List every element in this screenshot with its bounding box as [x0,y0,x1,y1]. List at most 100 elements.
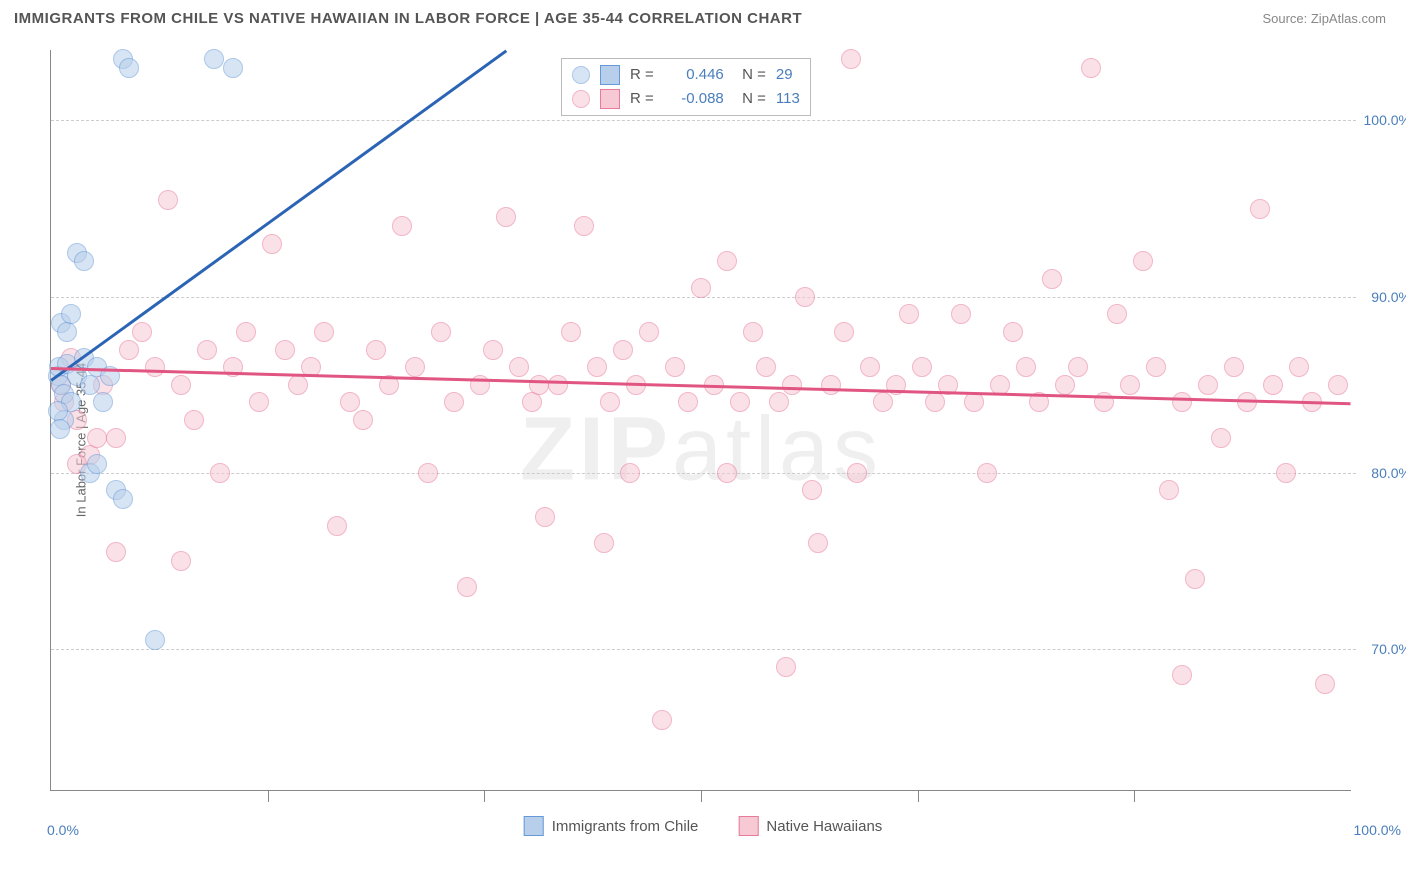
legend-marker-icon [572,66,590,84]
scatter-point [106,428,126,448]
scatter-point [1172,392,1192,412]
scatter-point [61,304,81,324]
scatter-point [119,58,139,78]
legend-item: Native Hawaiians [738,816,882,836]
scatter-point [249,392,269,412]
scatter-point [717,463,737,483]
scatter-point [1198,375,1218,395]
scatter-point [1172,665,1192,685]
scatter-point [1042,269,1062,289]
scatter-point [158,190,178,210]
scatter-point [925,392,945,412]
scatter-point [314,322,334,342]
scatter-point [80,375,100,395]
scatter-point [87,428,107,448]
scatter-point [1003,322,1023,342]
scatter-point [769,392,789,412]
scatter-point [1185,569,1205,589]
scatter-point [119,340,139,360]
scatter-point [1315,674,1335,694]
scatter-point [873,392,893,412]
legend-label: Native Hawaiians [766,818,882,835]
scatter-point [1159,480,1179,500]
scatter-point [171,375,191,395]
scatter-point [145,630,165,650]
legend-label: Immigrants from Chile [552,818,699,835]
scatter-point [431,322,451,342]
scatter-point [834,322,854,342]
scatter-point [93,392,113,412]
r-label: R = [630,63,654,87]
scatter-point [951,304,971,324]
scatter-point [529,375,549,395]
scatter-point [236,322,256,342]
scatter-point [620,463,640,483]
legend-swatch-icon [738,816,758,836]
scatter-point [223,58,243,78]
scatter-point [691,278,711,298]
scatter-point [808,533,828,553]
scatter-point [847,463,867,483]
scatter-point [1068,357,1088,377]
legend-bottom: Immigrants from Chile Native Hawaiians [524,816,883,836]
scatter-point [145,357,165,377]
scatter-point [587,357,607,377]
n-value: 29 [776,63,793,87]
scatter-point [665,357,685,377]
r-value: 0.446 [664,63,724,87]
n-value: 113 [776,87,800,111]
scatter-point [1055,375,1075,395]
scatter-point [1250,199,1270,219]
legend-stats-row: R =-0.088 N =113 [572,87,800,111]
xtick [918,790,919,802]
source-label: Source: ZipAtlas.com [1262,11,1386,26]
scatter-point [113,489,133,509]
xtick [701,790,702,802]
gridline-h [51,120,1356,121]
gridline-h [51,473,1356,474]
scatter-point [756,357,776,377]
scatter-point [1081,58,1101,78]
scatter-point [1224,357,1244,377]
scatter-point [340,392,360,412]
scatter-point [964,392,984,412]
scatter-point [860,357,880,377]
xtick-label: 100.0% [1354,822,1401,838]
n-label: N = [734,63,766,87]
scatter-point [1328,375,1348,395]
scatter-point [1263,375,1283,395]
scatter-point [405,357,425,377]
scatter-point [1107,304,1127,324]
scatter-point [457,577,477,597]
legend-swatch-icon [524,816,544,836]
scatter-point [912,357,932,377]
scatter-point [496,207,516,227]
scatter-point [1237,392,1257,412]
scatter-point [730,392,750,412]
scatter-point [184,410,204,430]
scatter-point [204,49,224,69]
scatter-point [262,234,282,254]
scatter-point [782,375,802,395]
scatter-point [574,216,594,236]
scatter-point [275,340,295,360]
scatter-point [899,304,919,324]
xtick [1134,790,1135,802]
scatter-point [444,392,464,412]
scatter-point [1016,357,1036,377]
scatter-point [327,516,347,536]
scatter-point [74,251,94,271]
legend-swatch-icon [600,89,620,109]
legend-stats: R = 0.446 N = 29R =-0.088 N =113 [561,58,811,116]
scatter-point [1146,357,1166,377]
chart-title: IMMIGRANTS FROM CHILE VS NATIVE HAWAIIAN… [14,10,802,27]
scatter-point [522,392,542,412]
ytick-label: 70.0% [1371,641,1406,657]
ytick-label: 90.0% [1371,289,1406,305]
scatter-point [594,533,614,553]
scatter-point [210,463,230,483]
xtick-label: 0.0% [47,822,79,838]
plot-area: ZIPatlas 70.0%80.0%90.0%100.0%0.0%100.0%… [50,50,1351,791]
scatter-point [821,375,841,395]
watermark: ZIPatlas [520,398,882,501]
